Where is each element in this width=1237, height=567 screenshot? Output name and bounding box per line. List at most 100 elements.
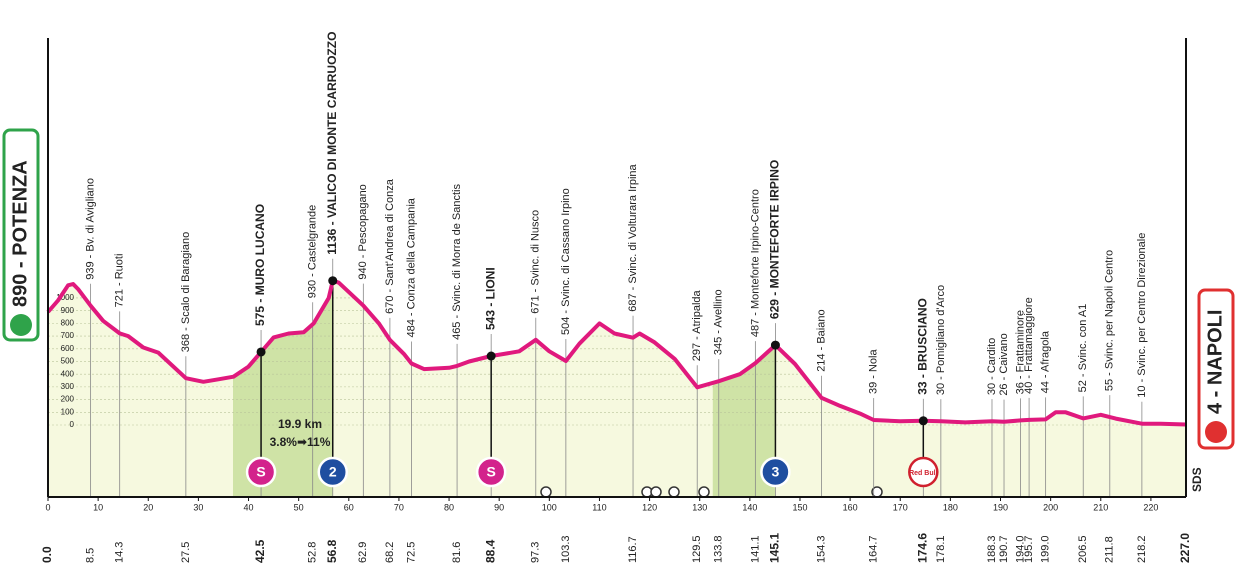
waypoint-label: 297 - Atripalda <box>691 289 703 361</box>
km-label: 88.4 <box>483 539 497 563</box>
climb-shade <box>232 280 333 497</box>
waypoint-label: 504 - Svinc. di Cassano Irpino <box>560 188 572 335</box>
waypoint-dot <box>256 347 266 357</box>
waypoint-label: 26 - Caivano <box>998 333 1010 395</box>
km-label: 211.8 <box>1104 536 1116 563</box>
km-label: 56.8 <box>325 539 339 563</box>
x-tick-label: 140 <box>742 502 757 512</box>
x-tick-label: 190 <box>993 502 1008 512</box>
x-tick-label: 220 <box>1143 502 1158 512</box>
km-label: 194.0 <box>1014 535 1026 563</box>
x-tick-label: 110 <box>592 502 606 512</box>
x-tick-label: 200 <box>1043 502 1058 512</box>
x-tick-label: 130 <box>692 502 707 512</box>
waypoint-dot <box>486 351 496 361</box>
waypoint-label: 52 - Svinc. con A1 <box>1077 304 1089 393</box>
km-label: 52.8 <box>307 542 319 563</box>
km-label: 164.7 <box>868 535 880 563</box>
x-tick-label: 150 <box>792 502 807 512</box>
waypoint-label: 670 - Sant'Andrea di Conza <box>384 178 396 314</box>
y-tick-label: 900 <box>61 306 75 315</box>
climb-shade <box>712 345 776 497</box>
waypoint-label: 940 - Pescopagano <box>357 184 369 279</box>
waypoint-label: 671 - Svinc. di Nusco <box>530 210 542 314</box>
terminal-label: 4 - NAPOLI <box>1204 310 1226 414</box>
waypoint-label: 55 - Svinc. per Napoli Centro <box>1104 250 1116 391</box>
x-tick-label: 160 <box>843 502 858 512</box>
km-label: 72.5 <box>405 542 417 563</box>
km-label: 8.5 <box>85 548 97 563</box>
marker-icon <box>475 456 507 488</box>
y-tick-label: 0 <box>70 420 75 429</box>
km-label: 174.6 <box>915 533 929 563</box>
x-tick-label: 80 <box>444 502 454 512</box>
km-label: 141.1 <box>749 535 761 563</box>
x-tick-label: 120 <box>642 502 657 512</box>
waypoint-label: 40 - Frattamaggiore <box>1023 297 1035 394</box>
km-label: 42.5 <box>253 539 267 563</box>
terminal-label: 890 - POTENZA <box>9 160 31 307</box>
waypoint-label: 1136 - VALICO DI MONTE CARRUOZZO <box>325 32 339 255</box>
y-tick-label: 300 <box>61 382 75 391</box>
marker-icon <box>908 456 939 488</box>
profile-line <box>46 278 1187 427</box>
km-label: 68.2 <box>384 542 396 563</box>
km-label: 188.3 <box>986 535 998 563</box>
x-tick-label: 180 <box>943 502 958 512</box>
end-bike-icon <box>1205 421 1227 443</box>
x-tick-label: 170 <box>893 502 908 512</box>
km-label: 195.7 <box>1023 535 1035 563</box>
waypoint-label: 543 - LIONI <box>483 267 497 330</box>
km-label: 81.6 <box>451 542 463 563</box>
waypoint-label: 721 - Ruoti <box>114 254 126 308</box>
km-label: 0.0 <box>40 546 54 563</box>
km-label: 62.9 <box>357 542 369 563</box>
km-label: 27.5 <box>180 542 192 563</box>
end-box <box>1197 288 1235 450</box>
waypoint-label: 368 - Scalo di Baragiano <box>180 232 192 352</box>
marker-icon <box>760 456 791 488</box>
km-label: 190.7 <box>998 535 1010 563</box>
waypoint-label: 939 - Bv. di Avigliano <box>85 178 97 280</box>
marker-label: S <box>256 464 265 480</box>
y-tick-label: 100 <box>61 407 75 416</box>
marker-icon <box>317 456 349 488</box>
km-label: 133.8 <box>713 535 725 563</box>
y-tick-label: 500 <box>61 357 75 366</box>
start-bike-icon <box>10 314 32 336</box>
waypoint-label: 687 - Svinc. di Volturara Irpina <box>627 163 639 311</box>
marker-label: 3 <box>772 464 780 480</box>
km-label: 178.1 <box>935 535 947 563</box>
km-label: 154.3 <box>815 535 827 563</box>
marker-icon <box>245 456 277 488</box>
x-tick-label: 50 <box>294 502 304 512</box>
climb-annotation: 3.8%➡11% <box>270 435 331 449</box>
logo: SDS <box>1190 467 1204 492</box>
x-tick-label: 0 <box>45 502 50 512</box>
km-label: 218.2 <box>1136 535 1148 563</box>
km-label: 227.0 <box>1178 533 1192 563</box>
x-tick-label: 20 <box>143 502 153 512</box>
km-label: 145.1 <box>768 533 782 563</box>
y-tick-label: 1000 <box>56 293 74 302</box>
waypoint-dot <box>918 416 928 426</box>
x-tick-label: 30 <box>193 502 203 512</box>
km-label: 206.5 <box>1077 535 1089 563</box>
x-tick-label: 10 <box>93 502 103 512</box>
waypoint-label: 930 - Castelgrande <box>307 205 319 299</box>
km-label: 129.5 <box>691 535 703 563</box>
x-tick-label: 100 <box>542 502 557 512</box>
x-tick-label: 40 <box>244 502 254 512</box>
start-box <box>2 128 40 342</box>
waypoint-label: 39 - Nola <box>868 349 880 395</box>
waypoint-label: 575 - MURO LUCANO <box>253 204 267 326</box>
km-label: 199.0 <box>1040 535 1052 563</box>
marker-label: Red Bull <box>909 470 937 477</box>
y-tick-label: 200 <box>61 395 75 404</box>
km-label: 103.3 <box>560 535 572 563</box>
x-tick-label: 210 <box>1093 502 1108 512</box>
waypoint-label: 487 - Monteforte Irpino-Centro <box>749 189 761 337</box>
y-tick-label: 700 <box>61 331 75 340</box>
marker-label: S <box>486 464 495 480</box>
